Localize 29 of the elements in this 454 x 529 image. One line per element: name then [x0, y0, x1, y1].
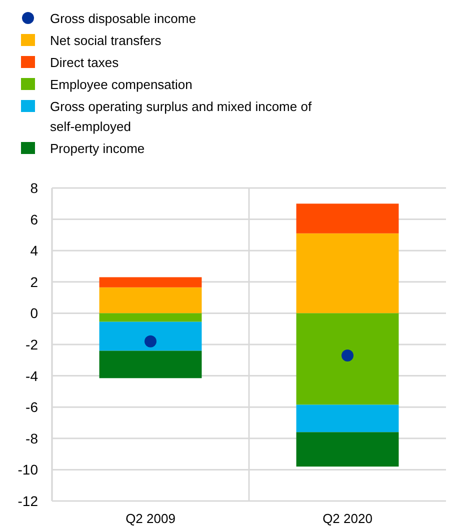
y-tick-label: -8	[26, 430, 38, 446]
bar	[99, 322, 202, 351]
y-tick-label: 6	[30, 211, 38, 228]
legend-label: Net social transfers	[50, 33, 162, 48]
legend-label: Direct taxes	[50, 55, 120, 70]
y-tick-label: 8	[30, 180, 38, 196]
bar	[296, 233, 399, 314]
bar	[99, 287, 202, 314]
y-tick-label: 4	[30, 242, 38, 259]
legend-label: Gross operating surplus and mixed income of self-employed	[50, 99, 312, 134]
y-tick-label: 2	[30, 274, 38, 290]
y-tick-label: -10	[18, 462, 38, 478]
legend-label: Employee compensation	[50, 77, 192, 92]
bar	[99, 350, 202, 378]
bar	[296, 313, 399, 405]
legend-label: Property income	[50, 141, 145, 156]
y-tick-label: 0	[30, 305, 38, 322]
bar	[99, 313, 202, 322]
legend-label: Gross disposable income	[50, 11, 196, 26]
y-tick-label: -4	[26, 368, 38, 384]
bar	[99, 277, 202, 288]
bar	[296, 432, 399, 467]
y-tick-label: -12	[18, 493, 38, 509]
y-tick-label: -6	[26, 399, 38, 416]
x-tick-label: Q2 2009	[126, 511, 176, 526]
y-tick-label: -2	[26, 336, 38, 352]
bar	[296, 404, 399, 432]
x-tick-label: Q2 2020	[322, 511, 372, 526]
bar	[296, 204, 399, 234]
